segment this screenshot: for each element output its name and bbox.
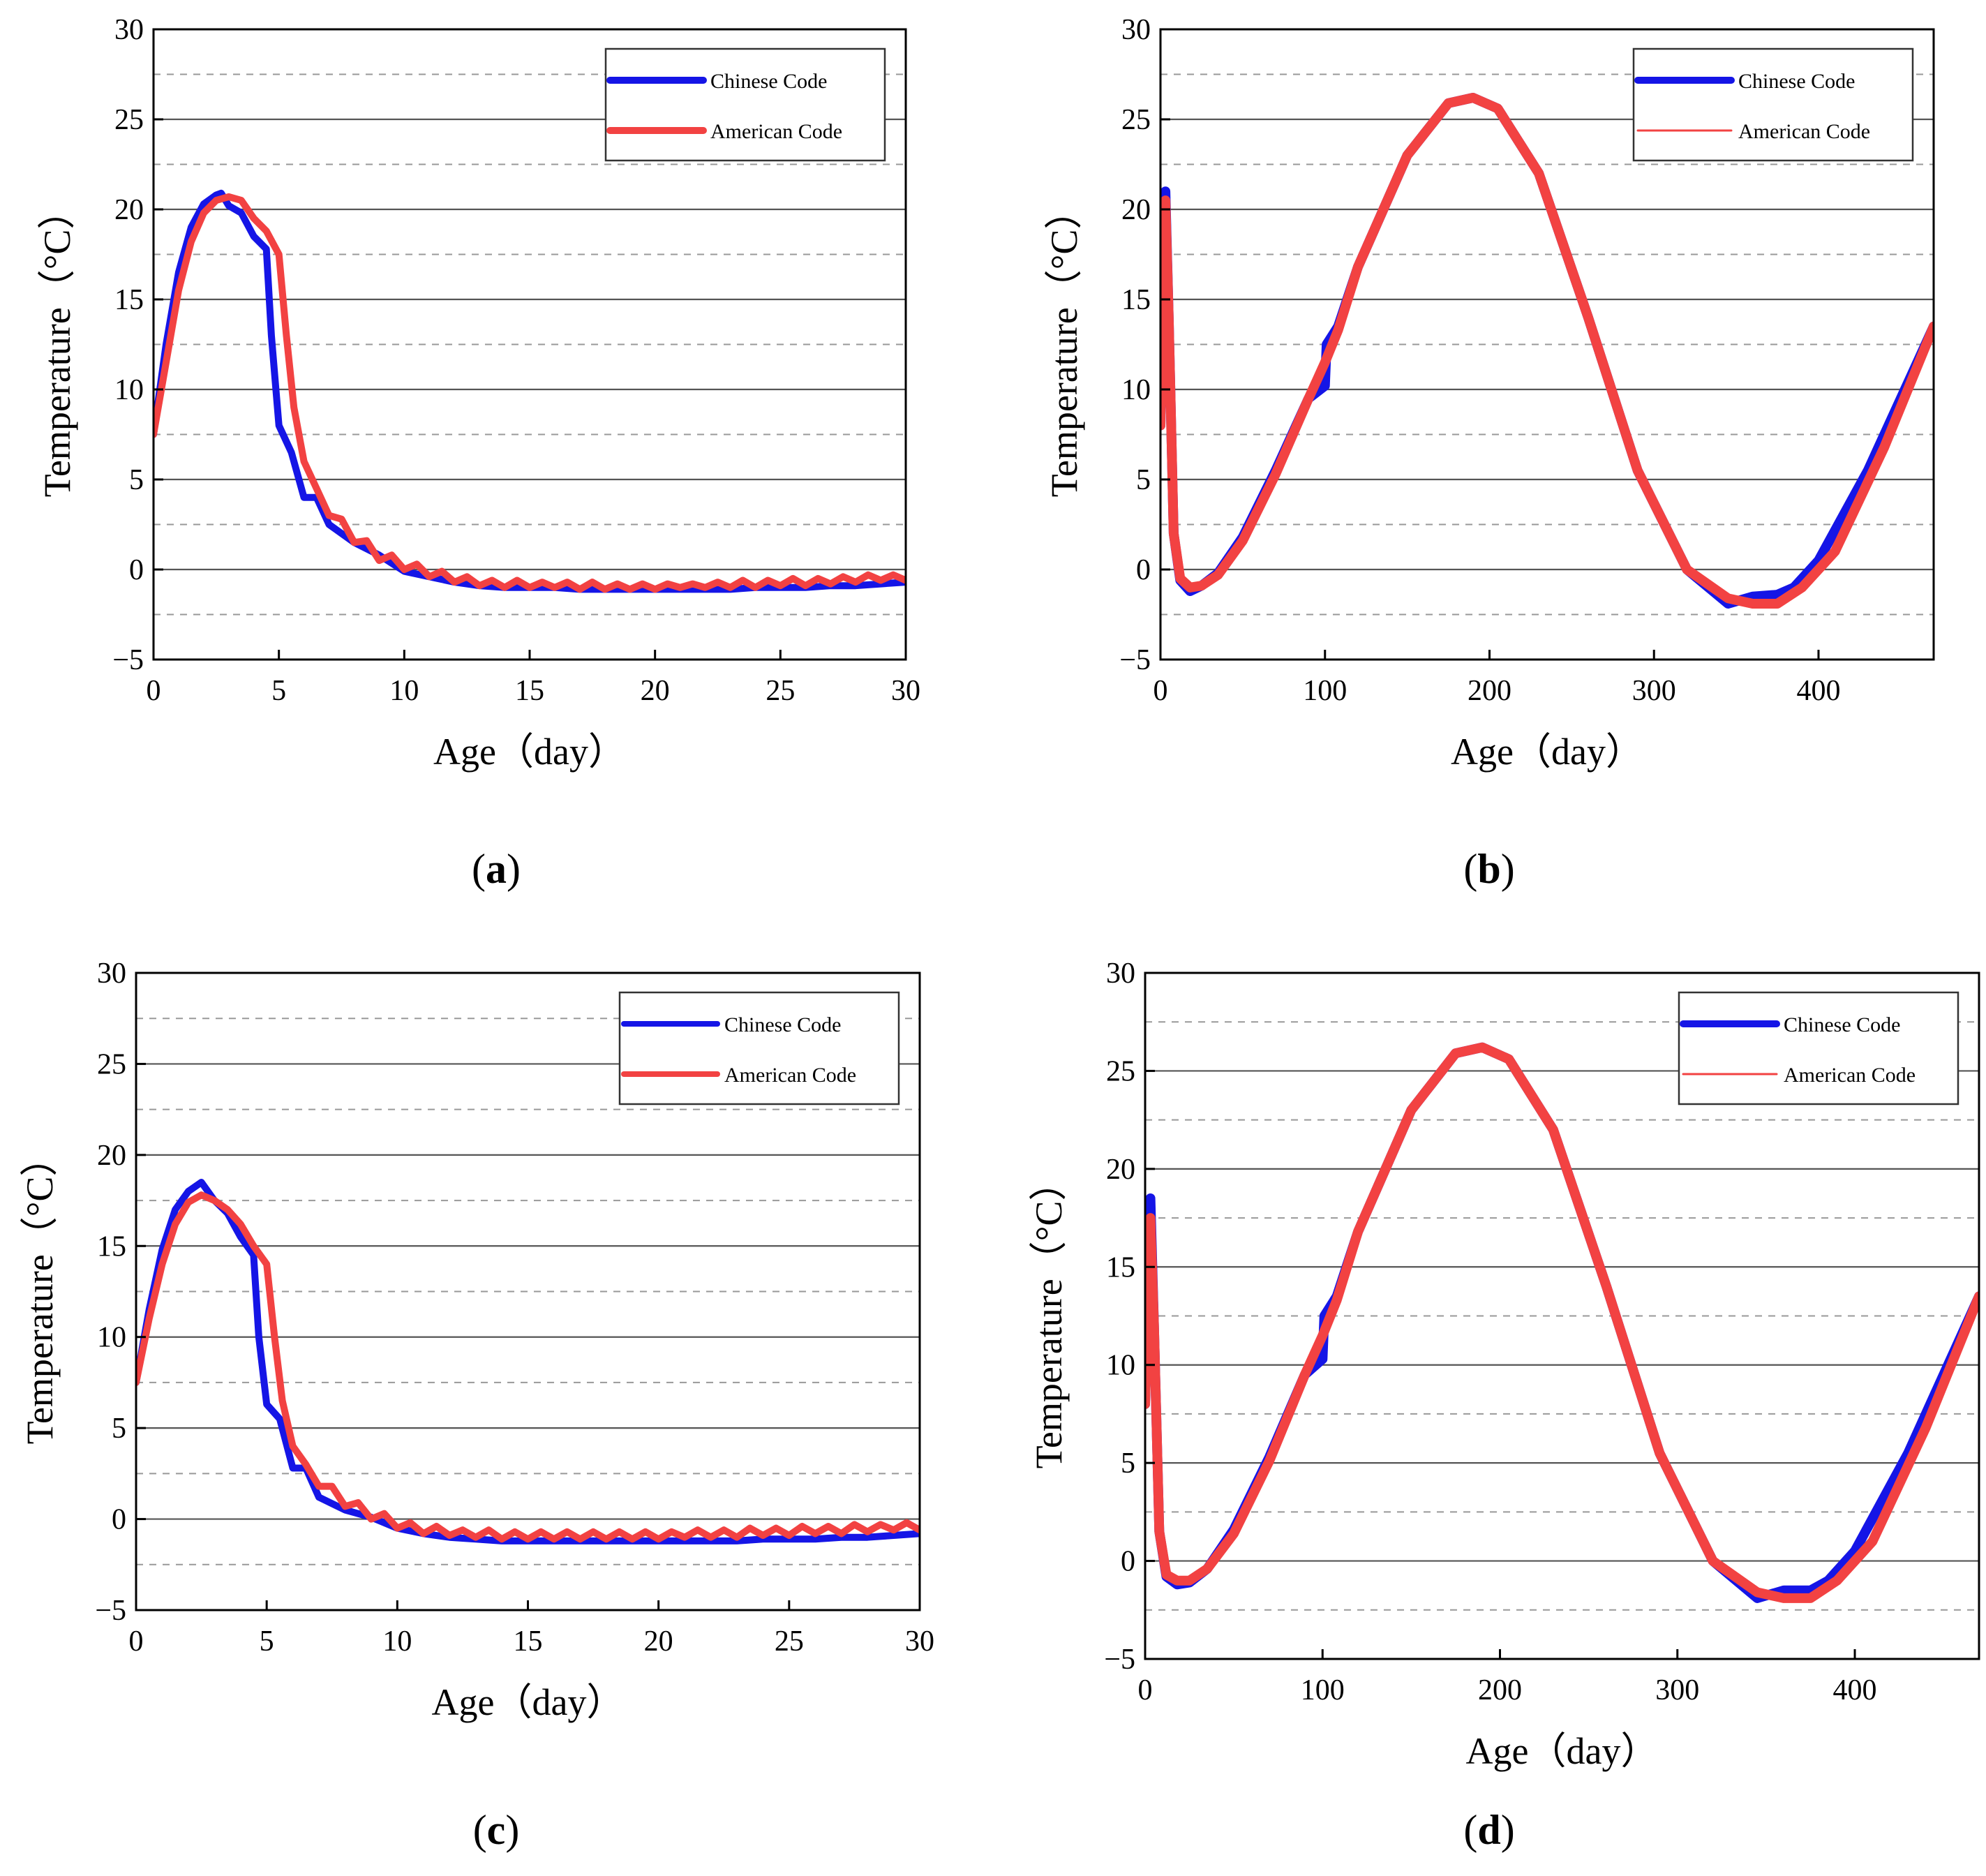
chart-b-y-axis-title: Temperature（°C） bbox=[1043, 192, 1085, 498]
chart-c-x-tick-label: 10 bbox=[382, 1625, 412, 1658]
chart-c-x-tick-label: 30 bbox=[905, 1625, 934, 1658]
chart-b-x-tick-label: 100 bbox=[1303, 675, 1347, 707]
chart-a-y-tick-label: 30 bbox=[114, 14, 144, 46]
chart-b-x-tick-label: 300 bbox=[1632, 675, 1676, 707]
chart-a-legend-label-american-code: American Code bbox=[710, 120, 842, 143]
chart-b-x-tick-label: 0 bbox=[1153, 675, 1168, 707]
chart-c-y-tick-label: 10 bbox=[97, 1322, 126, 1354]
chart-c-x-tick-label: 15 bbox=[514, 1625, 543, 1658]
chart-c-legend-label-chinese-code: Chinese Code bbox=[724, 1013, 841, 1036]
chart-b-y-tick-label: −5 bbox=[1119, 644, 1151, 676]
chart-c-y-tick-label: 5 bbox=[112, 1413, 126, 1445]
chart-d-x-tick-label: 400 bbox=[1833, 1674, 1877, 1706]
chart-a-y-tick-label: 15 bbox=[114, 284, 144, 316]
chart-b-legend-label-chinese-code: Chinese Code bbox=[1738, 70, 1855, 93]
chart-a-y-axis-title: Temperature（°C） bbox=[36, 192, 78, 498]
chart-d-y-tick-label: 10 bbox=[1106, 1350, 1135, 1382]
chart-a-x-tick-label: 5 bbox=[271, 675, 286, 707]
chart-a-y-tick-label: 10 bbox=[114, 374, 144, 406]
chart-a-x-tick-label: 15 bbox=[515, 675, 544, 707]
chart-a-y-tick-label: −5 bbox=[112, 644, 144, 676]
chart-c-x-tick-label: 25 bbox=[775, 1625, 804, 1658]
chart-b-series-chinese-code-line bbox=[1160, 93, 1934, 609]
chart-b-y-tick-label: 0 bbox=[1136, 554, 1151, 586]
chart-d-y-tick-label: 25 bbox=[1106, 1055, 1135, 1087]
chart-b-y-tick-label: 20 bbox=[1121, 194, 1151, 226]
panel-c: −5 0 5 10 15 20 25 30 0 5 10 15 20 25 30 Age（day） Temper… bbox=[0, 938, 993, 1876]
chart-c-x-tick-label: 0 bbox=[129, 1625, 144, 1658]
chart-a-x-tick-label: 20 bbox=[641, 675, 670, 707]
chart-a-y-tick-label: 0 bbox=[129, 554, 144, 586]
chart-d-x-tick-label: 100 bbox=[1301, 1674, 1345, 1706]
chart-d-y-tick-label: 20 bbox=[1106, 1154, 1135, 1186]
chart-b-y-tick-label: 15 bbox=[1121, 284, 1151, 316]
chart-b-x-tick-label: 200 bbox=[1468, 675, 1511, 707]
panel-d: −5 0 5 10 15 20 25 30 0 100 200 300 400 Age（day） Tempe… bbox=[993, 938, 1986, 1876]
chart-c-y-tick-label: 25 bbox=[97, 1048, 126, 1080]
chart-b-y-tick-label: 30 bbox=[1121, 14, 1151, 46]
chart-a-panel-label: (a) bbox=[472, 846, 521, 892]
chart-b-panel-label: (b) bbox=[1463, 846, 1514, 892]
chart-d-legend bbox=[1678, 991, 1959, 1106]
chart-a-y-tick-label: 25 bbox=[114, 104, 144, 136]
chart-c-y-tick-label: 20 bbox=[97, 1140, 126, 1172]
chart-d-series-chinese-code-line bbox=[1145, 1042, 1979, 1603]
chart-b-plot-frame bbox=[1159, 28, 1935, 661]
chart-a-series-chinese-code-line bbox=[154, 189, 906, 593]
chart-d-y-tick-label: 0 bbox=[1121, 1546, 1135, 1578]
chart-d-y-tick-label: 15 bbox=[1106, 1251, 1135, 1283]
chart-a-x-tick-label: 0 bbox=[147, 675, 161, 707]
chart-d-legend-label-chinese-code: Chinese Code bbox=[1784, 1013, 1900, 1036]
chart-c-x-tick-label: 5 bbox=[260, 1625, 274, 1658]
chart-a-legend-label-chinese-code: Chinese Code bbox=[710, 70, 827, 93]
chart-a-y-tick-label: 5 bbox=[129, 464, 144, 496]
chart-d-x-axis-title: Age（day） bbox=[1466, 1730, 1659, 1772]
chart-c-series-chinese-code-line bbox=[136, 1179, 920, 1544]
chart-d-x-tick-label: 200 bbox=[1478, 1674, 1522, 1706]
chart-b-x-axis-title: Age（day） bbox=[1451, 731, 1643, 773]
chart-d-plot-frame bbox=[1144, 972, 1980, 1660]
chart-a-x-axis-title: Age（day） bbox=[433, 731, 626, 773]
chart-d-y-axis-title: Temperature（°C） bbox=[1028, 1163, 1070, 1469]
panel-a: −5 0 5 10 15 20 25 30 0 5 10 15 20 25 30 Age（day） Temper… bbox=[0, 0, 993, 938]
chart-c-y-tick-label: −5 bbox=[95, 1595, 126, 1627]
chart-b-y-tick-label: 10 bbox=[1121, 374, 1151, 406]
chart-b-series-american-code-line bbox=[1160, 93, 1934, 609]
chart-c-y-tick-label: 15 bbox=[97, 1230, 126, 1263]
chart-d-series-american-code-line bbox=[1145, 1042, 1979, 1603]
panel-b: −5 0 5 10 15 20 25 30 0 100 200 300 400 Age（day） Tempe… bbox=[993, 0, 1986, 938]
chart-a-y-tick-label: 20 bbox=[114, 194, 144, 226]
chart-c-legend bbox=[618, 991, 900, 1106]
chart-b-y-tick-label: 25 bbox=[1121, 104, 1151, 136]
chart-c-series-american-code-line bbox=[136, 1191, 920, 1543]
chart-d-y-tick-label: 30 bbox=[1106, 958, 1135, 990]
chart-d-y-tick-label: 5 bbox=[1121, 1447, 1135, 1480]
chart-c-y-tick-label: 30 bbox=[97, 958, 126, 990]
chart-c-y-tick-label: 0 bbox=[112, 1504, 126, 1536]
chart-a-legend bbox=[604, 47, 886, 162]
chart-c-x-tick-label: 20 bbox=[644, 1625, 673, 1658]
chart-d-legend-label-american-code: American Code bbox=[1784, 1064, 1916, 1087]
chart-a-series-american-code-line bbox=[154, 193, 906, 593]
chart-d-y-tick-label: −5 bbox=[1104, 1644, 1135, 1676]
chart-a-x-tick-label: 10 bbox=[389, 675, 419, 707]
chart-c-x-axis-title: Age（day） bbox=[432, 1681, 625, 1723]
chart-c-y-axis-title: Temperature（°C） bbox=[19, 1139, 61, 1445]
chart-c-panel-label: (c) bbox=[473, 1807, 520, 1853]
chart-d-x-tick-label: 300 bbox=[1655, 1674, 1699, 1706]
chart-b-legend bbox=[1632, 47, 1914, 162]
chart-c-legend-label-american-code: American Code bbox=[724, 1064, 856, 1087]
chart-d-panel-label: (d) bbox=[1463, 1807, 1514, 1853]
chart-b-legend-label-american-code: American Code bbox=[1738, 120, 1870, 143]
chart-a-x-tick-label: 30 bbox=[891, 675, 920, 707]
chart-b-x-tick-label: 400 bbox=[1796, 675, 1840, 707]
chart-d-x-tick-label: 0 bbox=[1138, 1674, 1153, 1706]
chart-a-x-tick-label: 25 bbox=[766, 675, 795, 707]
chart-b-y-tick-label: 5 bbox=[1136, 464, 1151, 496]
